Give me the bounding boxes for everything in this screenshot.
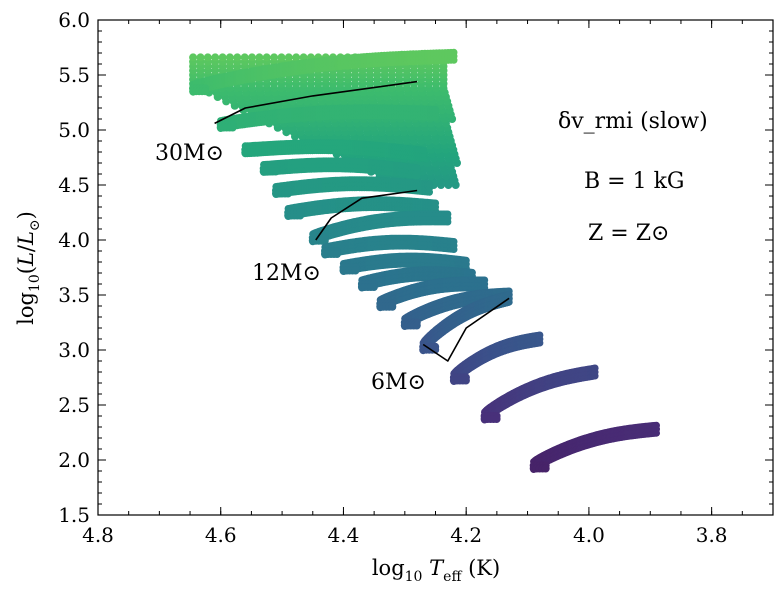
data-point bbox=[284, 189, 292, 198]
data-point bbox=[412, 321, 421, 330]
data-point bbox=[253, 148, 262, 157]
series-12-msun bbox=[308, 210, 452, 246]
series-9-msun bbox=[357, 266, 476, 292]
data-point bbox=[431, 106, 440, 114]
data-point bbox=[461, 376, 470, 385]
series-5-msun bbox=[449, 331, 544, 385]
data-point bbox=[203, 53, 212, 62]
data-point bbox=[468, 268, 476, 277]
data-point bbox=[425, 180, 433, 188]
data-point bbox=[296, 211, 305, 220]
data-point bbox=[462, 256, 470, 264]
data-point bbox=[388, 302, 397, 311]
series-16-msun bbox=[272, 176, 433, 198]
data-point bbox=[262, 53, 271, 62]
data-point bbox=[211, 53, 220, 62]
data-point bbox=[201, 87, 210, 96]
data-point bbox=[277, 53, 286, 62]
data-point bbox=[351, 266, 360, 275]
series-25-msun bbox=[216, 104, 440, 132]
series-4-msun bbox=[480, 364, 599, 424]
data-point bbox=[240, 53, 249, 62]
data-point bbox=[444, 210, 452, 218]
data-point bbox=[218, 53, 227, 62]
data-point bbox=[413, 164, 421, 172]
data-point bbox=[292, 53, 301, 62]
data-point bbox=[255, 53, 264, 62]
data-point bbox=[248, 53, 256, 62]
data-point bbox=[320, 236, 329, 245]
data-point bbox=[431, 199, 440, 207]
data-point bbox=[369, 283, 378, 291]
data-point bbox=[450, 238, 458, 246]
series-8-msun bbox=[376, 276, 489, 312]
data-point bbox=[196, 53, 205, 62]
data-point bbox=[225, 53, 234, 62]
data-point bbox=[270, 53, 279, 62]
data-point bbox=[333, 250, 341, 258]
data-point bbox=[271, 167, 280, 176]
data-point bbox=[536, 331, 544, 339]
series-20-msun bbox=[241, 139, 427, 162]
series-11-msun bbox=[321, 234, 458, 259]
data-point bbox=[419, 146, 427, 154]
data-point bbox=[450, 48, 458, 57]
data-point bbox=[228, 123, 237, 132]
data-point bbox=[284, 53, 293, 62]
data-point bbox=[591, 364, 599, 372]
data-point bbox=[481, 276, 489, 284]
data-point bbox=[189, 53, 198, 62]
series-10-msun bbox=[339, 252, 470, 275]
data-point bbox=[505, 290, 513, 298]
series-18-msun bbox=[259, 157, 421, 180]
series-30-msun bbox=[189, 48, 458, 96]
data-point bbox=[233, 53, 242, 62]
